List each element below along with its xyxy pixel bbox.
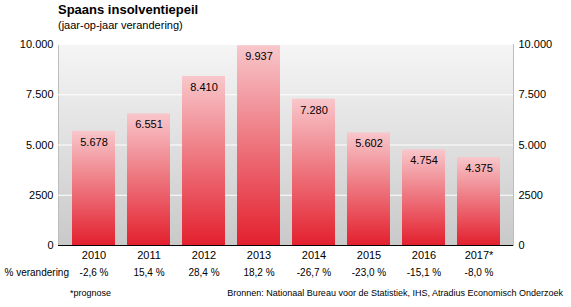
svg-text:2017*: 2017* (465, 249, 494, 261)
svg-text:2016: 2016 (412, 249, 436, 261)
svg-text:7.500: 7.500 (519, 88, 547, 100)
svg-text:0: 0 (519, 239, 525, 251)
svg-text:8.410: 8.410 (190, 81, 218, 93)
html-text:Spaans insolventiepeil: Spaans insolventiepeil (58, 2, 199, 17)
svg-text:5.000: 5.000 (519, 139, 547, 151)
svg-text:5.678: 5.678 (80, 136, 108, 148)
svg-text:2014: 2014 (302, 249, 326, 261)
svg-text:7.500: 7.500 (26, 88, 54, 100)
svg-text:2015: 2015 (357, 249, 381, 261)
svg-text:6.551: 6.551 (135, 118, 163, 130)
svg-text:-8,0 %: -8,0 % (465, 267, 494, 278)
svg-text:2012: 2012 (192, 249, 216, 261)
svg-text:5.000: 5.000 (26, 139, 54, 151)
html-text:*prognose: *prognose (70, 288, 111, 298)
svg-text:2500: 2500 (29, 189, 53, 201)
svg-text:0: 0 (47, 239, 53, 251)
svg-text:4.754: 4.754 (410, 154, 438, 166)
svg-text:18,2 %: 18,2 % (243, 267, 274, 278)
svg-text:15,4 %: 15,4 % (133, 267, 164, 278)
svg-text:10.000: 10.000 (20, 38, 54, 50)
svg-text:-15,1 %: -15,1 % (407, 267, 442, 278)
svg-text:% verandering: % verandering (5, 267, 69, 278)
svg-text:9.937: 9.937 (245, 50, 273, 62)
svg-text:5.602: 5.602 (355, 137, 383, 149)
html-text:(jaar-op-jaar verandering): (jaar-op-jaar verandering) (58, 19, 183, 31)
svg-text:2010: 2010 (82, 249, 106, 261)
svg-text:7.280: 7.280 (300, 104, 328, 116)
svg-text:4.375: 4.375 (465, 162, 493, 174)
svg-text:-23,0 %: -23,0 % (352, 267, 387, 278)
svg-text:-26,7 %: -26,7 % (297, 267, 332, 278)
svg-text:2500: 2500 (519, 189, 543, 201)
html-text:Bronnen: Nationaal Bureau voor: Bronnen: Nationaal Bureau voor de Statis… (227, 288, 563, 298)
svg-text:-2,6 %: -2,6 % (80, 267, 109, 278)
svg-text:28,4 %: 28,4 % (188, 267, 219, 278)
svg-text:2011: 2011 (137, 249, 161, 261)
svg-text:2013: 2013 (247, 249, 271, 261)
svg-text:10.000: 10.000 (519, 38, 553, 50)
